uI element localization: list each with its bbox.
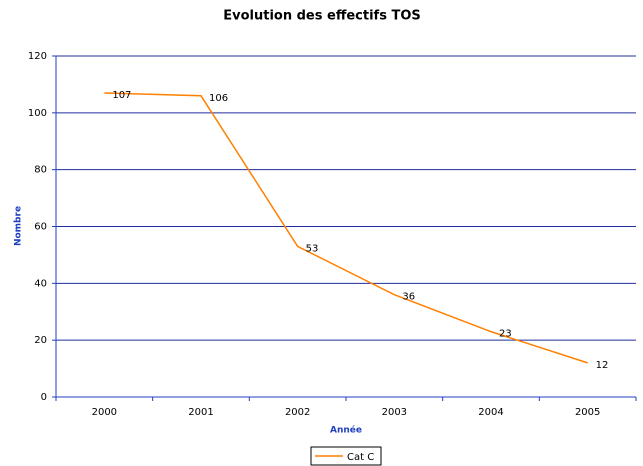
line bbox=[104, 92, 588, 364]
y-axis-label: Nombre bbox=[14, 206, 24, 246]
data-label: 107 bbox=[112, 90, 131, 101]
x-axis-label: Année bbox=[330, 425, 362, 436]
data-label: 53 bbox=[306, 243, 319, 254]
legend-box bbox=[310, 446, 382, 466]
x-tick-label: 2004 bbox=[478, 407, 503, 418]
data-label: 23 bbox=[499, 329, 512, 340]
x-tick-label: 2003 bbox=[382, 407, 407, 418]
data-label: 36 bbox=[402, 292, 415, 303]
x-tick-label: 2002 bbox=[285, 407, 310, 418]
data-label: 106 bbox=[209, 93, 228, 104]
data-label: 12 bbox=[596, 360, 609, 371]
y-tick-label: 20 bbox=[34, 335, 47, 346]
chart-title: Evolution des effectifs TOS bbox=[223, 9, 421, 24]
x-tick-label: 2005 bbox=[575, 407, 600, 418]
legend-label: Cat C bbox=[347, 452, 374, 463]
y-tick-label: 60 bbox=[34, 222, 47, 233]
y-tick-label: 120 bbox=[28, 51, 47, 62]
x-tick-label: 2001 bbox=[188, 407, 213, 418]
y-tick-label: 80 bbox=[34, 165, 47, 176]
y-tick-label: 100 bbox=[28, 108, 47, 119]
y-tick-label: 0 bbox=[41, 392, 47, 403]
x-tick-label: 2000 bbox=[92, 407, 117, 418]
y-tick-label: 40 bbox=[34, 278, 47, 289]
